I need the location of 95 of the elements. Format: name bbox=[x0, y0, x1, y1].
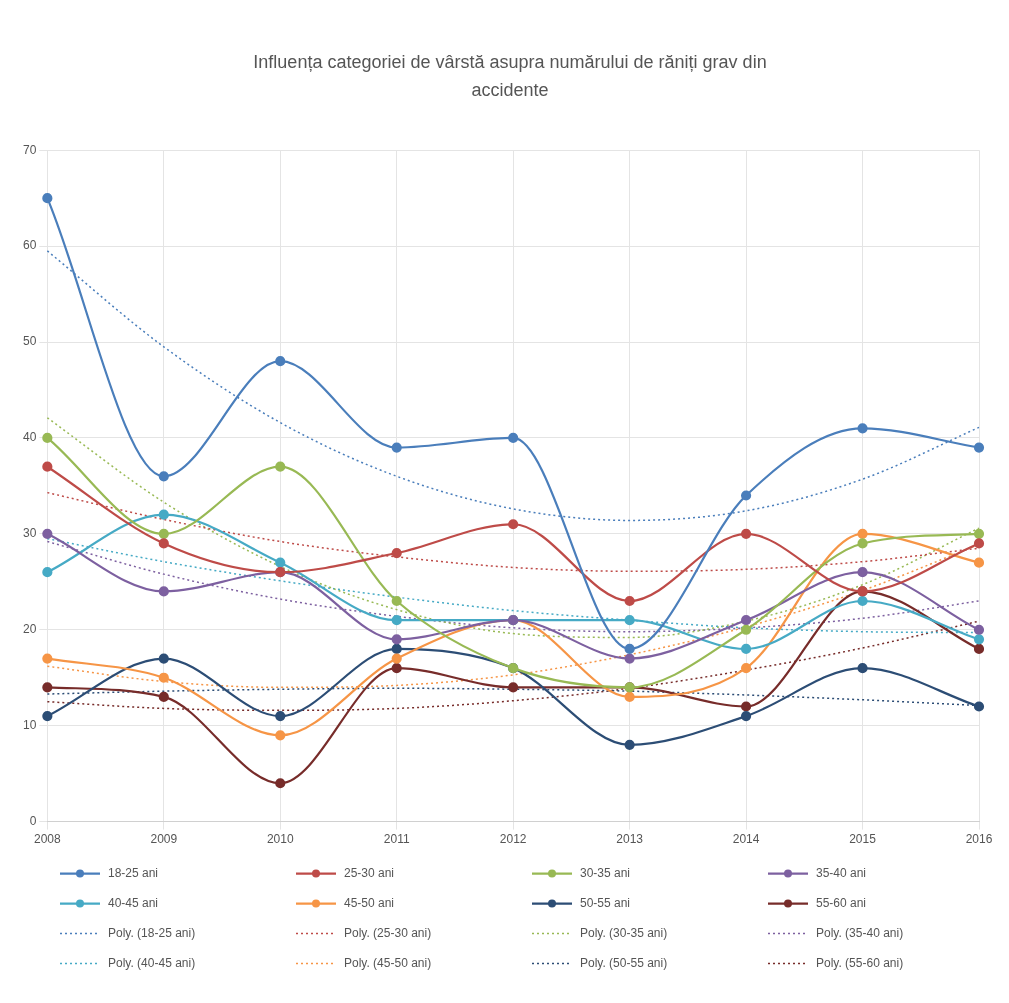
point bbox=[740, 624, 752, 635]
legend-label: Poly. (30-35 ani) bbox=[580, 925, 668, 940]
y-tick-label: 60 bbox=[22, 238, 37, 253]
legend-label: 30-35 ani bbox=[580, 865, 631, 880]
point bbox=[391, 615, 402, 626]
y-tick-label: 30 bbox=[22, 526, 37, 541]
legend-label: Poly. (35-40 ani) bbox=[816, 925, 904, 940]
point bbox=[740, 710, 752, 722]
point bbox=[857, 538, 868, 549]
legend-label: Poly. (45-50 ani) bbox=[344, 955, 432, 970]
x-tick-label: 2008 bbox=[34, 832, 62, 847]
point bbox=[624, 615, 635, 626]
point bbox=[740, 643, 752, 655]
point bbox=[42, 528, 53, 539]
x-tick-label: 2013 bbox=[616, 832, 644, 847]
point bbox=[42, 567, 53, 578]
legend-label: Poly. (18-25 ani) bbox=[108, 925, 196, 940]
point bbox=[624, 691, 635, 703]
point bbox=[973, 643, 985, 655]
point bbox=[158, 691, 169, 703]
x-tick-label: 2014 bbox=[732, 832, 760, 847]
point bbox=[158, 509, 169, 520]
x-tick-label: 2012 bbox=[499, 832, 527, 847]
legend-label: 35-40 ani bbox=[816, 865, 867, 880]
point bbox=[391, 595, 402, 607]
x-tick-label: 2011 bbox=[383, 832, 410, 847]
point bbox=[275, 557, 286, 568]
point bbox=[391, 653, 402, 664]
point bbox=[158, 586, 169, 597]
point bbox=[740, 490, 752, 501]
point bbox=[857, 528, 868, 539]
point bbox=[624, 643, 635, 655]
point bbox=[973, 634, 985, 645]
point bbox=[158, 538, 169, 549]
legend-label: Poly. (50-55 ani) bbox=[580, 955, 668, 970]
point bbox=[973, 701, 985, 712]
point bbox=[275, 356, 286, 367]
point bbox=[275, 778, 286, 789]
point bbox=[624, 653, 635, 664]
legend-label: Poly. (55-60 ani) bbox=[816, 955, 904, 970]
point bbox=[508, 432, 519, 444]
y-tick-label: 50 bbox=[22, 334, 37, 349]
point bbox=[391, 442, 402, 453]
point bbox=[624, 595, 635, 607]
point bbox=[275, 710, 286, 722]
point bbox=[508, 519, 519, 530]
point bbox=[391, 663, 402, 674]
point bbox=[42, 682, 53, 693]
y-tick-label: 20 bbox=[22, 622, 37, 637]
point bbox=[508, 682, 519, 693]
point bbox=[973, 538, 985, 549]
point bbox=[857, 595, 868, 607]
point bbox=[158, 672, 169, 683]
legend-label: 50-55 ani bbox=[580, 895, 631, 910]
point bbox=[740, 663, 752, 674]
legend-label: 25-30 ani bbox=[344, 865, 395, 880]
legend-label: Poly. (40-45 ani) bbox=[108, 955, 196, 970]
point bbox=[42, 432, 53, 444]
y-tick-label: 70 bbox=[22, 142, 37, 157]
point bbox=[973, 624, 985, 635]
x-tick-label: 2016 bbox=[965, 832, 993, 847]
x-tick-label: 2009 bbox=[150, 832, 178, 847]
y-tick-label: 40 bbox=[22, 430, 37, 445]
point bbox=[275, 461, 286, 472]
point bbox=[275, 730, 286, 741]
point bbox=[740, 701, 752, 712]
point bbox=[42, 710, 53, 722]
point bbox=[42, 461, 53, 472]
x-tick-label: 2015 bbox=[849, 832, 877, 847]
point bbox=[973, 528, 985, 539]
point bbox=[158, 528, 169, 539]
legend-label: 45-50 ani bbox=[344, 895, 395, 910]
chart-title: Influența categoriei de vârstă asupra numărului de răniți grav din accidente bbox=[252, 51, 768, 102]
legend-label: 18-25 ani bbox=[108, 865, 159, 880]
point bbox=[391, 634, 402, 645]
point bbox=[158, 653, 169, 664]
y-tick-label: 10 bbox=[22, 718, 37, 732]
legend-label: 40-45 ani bbox=[108, 895, 159, 910]
y-tick-label: 0 bbox=[29, 813, 37, 828]
point bbox=[857, 567, 868, 578]
point bbox=[42, 653, 53, 664]
point bbox=[857, 423, 868, 434]
point bbox=[973, 557, 985, 568]
point bbox=[42, 193, 53, 204]
point bbox=[391, 547, 402, 559]
point bbox=[391, 643, 402, 655]
legend-label: Poly. (25-30 ani) bbox=[344, 925, 432, 940]
x-tick-label: 2010 bbox=[266, 832, 294, 847]
point bbox=[973, 442, 985, 453]
point bbox=[857, 663, 868, 674]
point bbox=[740, 528, 752, 539]
legend-label: 55-60 ani bbox=[816, 895, 867, 910]
point bbox=[740, 615, 752, 626]
point bbox=[158, 471, 169, 482]
point bbox=[624, 739, 635, 750]
